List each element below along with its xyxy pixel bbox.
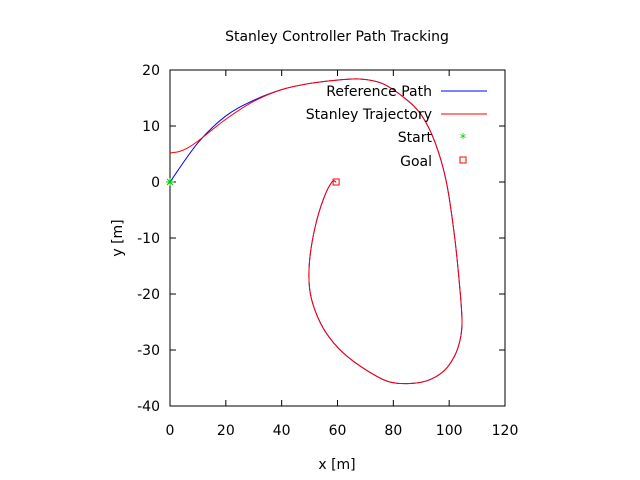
marker-layer [166, 178, 340, 186]
legend-start-star-icon: * [460, 132, 467, 147]
legend-label-start: Start [398, 130, 433, 146]
y-tick-label: 10 [142, 119, 160, 135]
x-tick-label: 40 [273, 423, 291, 439]
legend-goal-square-icon [459, 156, 467, 164]
tick-labels: 0 20 40 60 80 100 120 -40 -30 -20 -10 0 10 20 [137, 63, 518, 439]
y-tick-label: 20 [142, 63, 160, 79]
legend: Reference Path Stanley Trajectory Start … [306, 84, 487, 170]
series-layer [169, 78, 463, 385]
x-tick-label: 80 [384, 423, 402, 439]
legend-label-reference-path: Reference Path [326, 84, 432, 100]
y-tick-label: -20 [137, 287, 160, 303]
legend-label-goal: Goal [400, 154, 432, 170]
x-tick-label: 20 [217, 423, 235, 439]
start-marker-stroke [166, 178, 174, 186]
legend-label-stanley-trajectory: Stanley Trajectory [306, 107, 432, 123]
y-tick-label: 0 [151, 175, 160, 191]
axis-ticks [169, 69, 506, 407]
y-tick-label: -10 [137, 231, 160, 247]
series-line-reference-path [169, 78, 463, 385]
y-axis-label: y [m] [110, 219, 126, 256]
start-marker [166, 178, 174, 186]
chart-title: Stanley Controller Path Tracking [225, 29, 449, 45]
y-tick-label: -30 [137, 343, 160, 359]
y-tick-label: -40 [137, 399, 160, 415]
x-tick-label: 60 [329, 423, 347, 439]
x-axis-label: x [m] [318, 457, 355, 473]
x-tick-label: 100 [436, 423, 463, 439]
series-line-stanley-trajectory [169, 78, 463, 385]
x-tick-label: 120 [492, 423, 519, 439]
goal-marker [332, 178, 340, 186]
x-tick-label: 0 [166, 423, 175, 439]
